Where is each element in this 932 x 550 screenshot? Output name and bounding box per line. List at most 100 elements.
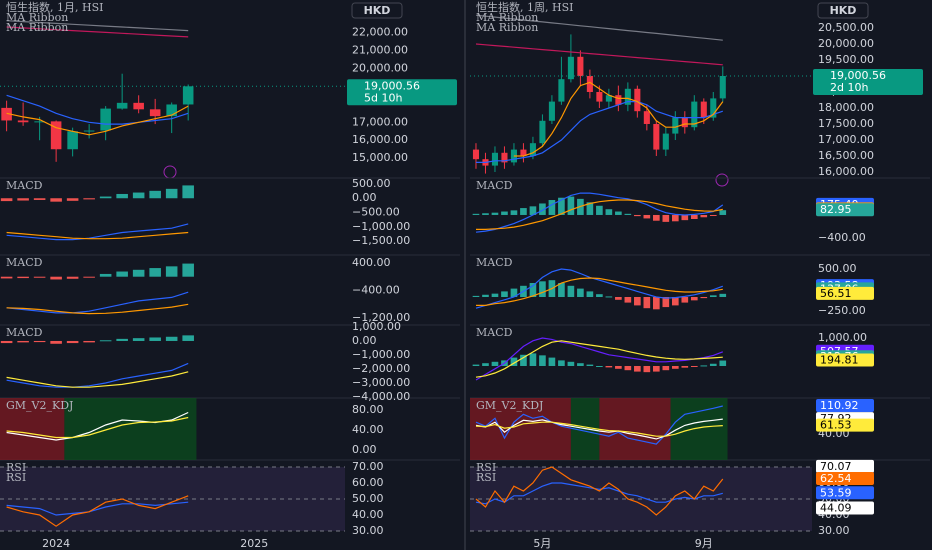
histogram-bar [539, 355, 546, 366]
histogram-bar [596, 365, 603, 367]
currency-box [817, 2, 869, 19]
y-tick-label: 21,000.00 [352, 43, 408, 56]
candle-body [83, 130, 95, 132]
histogram-bar [700, 365, 708, 367]
indicator-line [475, 482, 723, 505]
histogram-bar [17, 340, 29, 343]
currency-label[interactable]: HKD [364, 4, 391, 17]
currency-label[interactable]: HKD [830, 4, 857, 17]
candle-body [491, 152, 499, 166]
value-badge [816, 471, 874, 485]
indicator-line [6, 20, 189, 32]
indicator-line [476, 101, 723, 163]
histogram-bar [116, 338, 128, 341]
indicator-line [6, 26, 189, 38]
value-badge-label: 44.09 [820, 501, 852, 514]
candle-body [662, 133, 669, 150]
histogram-bar [165, 336, 178, 341]
y-tick-label: 16,000.00 [352, 133, 408, 146]
histogram-bar [586, 291, 594, 297]
histogram-bar [662, 214, 670, 222]
histogram-bar [577, 288, 584, 297]
indicator-line [475, 421, 723, 437]
value-badge-label: 53.59 [820, 486, 852, 499]
y-tick-label: 500.00 [818, 262, 857, 275]
event-icon[interactable] [715, 173, 729, 187]
indicator-line [6, 371, 189, 388]
price-badge [347, 79, 457, 106]
histogram-bar [690, 214, 698, 220]
histogram-bar [681, 365, 689, 368]
y-tick-label: 22,000.00 [352, 25, 408, 38]
histogram-bar [690, 297, 698, 301]
value-badge-label: 194.81 [820, 354, 859, 367]
y-tick-label: 500.00 [352, 177, 391, 190]
candle-body [634, 88, 641, 112]
y-tick-label: 20,000.00 [352, 61, 408, 74]
histogram-bar [643, 297, 651, 309]
candle-body [539, 120, 546, 144]
y-tick-label: 40.00 [352, 508, 384, 521]
histogram-bar [605, 365, 613, 368]
y-tick-label: 1,000.00 [818, 331, 867, 344]
pane-title: GM_V2_KDJ [476, 399, 543, 412]
signal-band [0, 398, 65, 460]
histogram-bar [634, 214, 641, 217]
y-tick-label: −1,200.00 [352, 311, 410, 324]
candle-body [50, 121, 62, 150]
indicator-line [6, 231, 189, 240]
legend-entry: MA Ribbon [476, 11, 538, 24]
histogram-bar [66, 198, 79, 201]
pane-title: MACD [6, 179, 43, 192]
value-badge-label: 82.95 [820, 203, 852, 216]
indicator-line [475, 14, 723, 41]
histogram-bar [558, 197, 565, 215]
histogram-bar [719, 293, 727, 297]
candle-body [529, 143, 536, 156]
histogram-bar [634, 365, 641, 372]
y-tick-label: −1,000.00 [352, 220, 410, 233]
histogram-bar [149, 268, 161, 277]
y-tick-label: −1,000.00 [352, 348, 410, 361]
histogram-bar [615, 297, 622, 300]
y-tick-label: 0.00 [352, 334, 377, 347]
histogram-bar [586, 364, 594, 366]
pane-title: 恒生指数, 1月, HSI [6, 0, 103, 14]
histogram-bar [491, 212, 499, 215]
price-badge-label: 19,000.56 [830, 69, 886, 82]
y-tick-label: −4,000.00 [352, 390, 410, 403]
histogram-bar [182, 185, 194, 199]
value-badge [816, 418, 874, 432]
histogram-bar [719, 360, 727, 366]
histogram-bar [709, 363, 717, 366]
histogram-bar [132, 338, 145, 341]
candle-body [605, 95, 612, 102]
histogram-bar [548, 200, 556, 215]
value-badge-label: 110.92 [820, 399, 859, 412]
legend-entry: RSI [6, 471, 26, 484]
x-tick-label: 2025 [240, 537, 268, 550]
price-badge-label: 19,000.56 [364, 79, 420, 92]
candle-body [700, 101, 707, 118]
indicator-line [6, 303, 189, 315]
candle-body [691, 101, 698, 128]
histogram-bar [643, 365, 651, 373]
histogram-bar [577, 363, 584, 366]
histogram-bar [99, 196, 112, 199]
histogram-bar [510, 357, 518, 366]
value-badge-label: 62.54 [820, 472, 852, 485]
value-badge [816, 203, 874, 217]
indicator-line [475, 337, 724, 381]
indicator-line [475, 268, 724, 309]
y-tick-label: 17,000.00 [818, 133, 874, 146]
indicator-line [475, 418, 723, 440]
histogram-bar [520, 354, 527, 366]
y-tick-label: 18,000.00 [818, 101, 874, 114]
histogram-bar [66, 340, 79, 344]
histogram-bar [615, 365, 622, 369]
histogram-bar [567, 285, 575, 297]
y-tick-label: 20,500.00 [818, 21, 874, 34]
histogram-bar [33, 340, 46, 343]
histogram-bar [596, 205, 603, 215]
histogram-bar [586, 202, 594, 215]
